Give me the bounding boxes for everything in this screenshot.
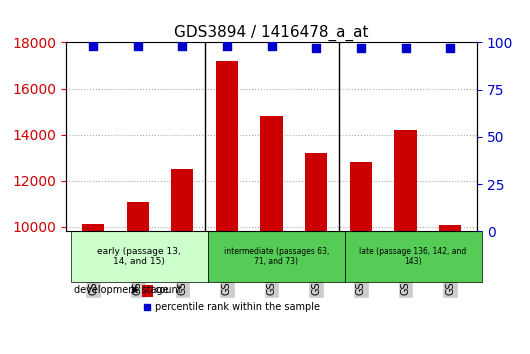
- FancyBboxPatch shape: [344, 231, 482, 281]
- Point: [401, 45, 410, 51]
- Bar: [439, 225, 462, 354]
- Title: GDS3894 / 1416478_a_at: GDS3894 / 1416478_a_at: [174, 25, 369, 41]
- Point: [89, 44, 98, 49]
- Bar: [305, 153, 328, 354]
- FancyBboxPatch shape: [71, 231, 208, 281]
- Text: development stage: development stage: [74, 285, 169, 295]
- Point: [267, 44, 276, 49]
- Bar: [171, 169, 193, 354]
- Text: percentile rank within the sample: percentile rank within the sample: [155, 302, 320, 312]
- Text: count: count: [155, 285, 182, 295]
- Point: [446, 45, 454, 51]
- Bar: [82, 224, 104, 354]
- Text: early (passage 13,
14, and 15): early (passage 13, 14, and 15): [98, 247, 181, 266]
- Point: [134, 44, 142, 49]
- Bar: [394, 130, 417, 354]
- Text: intermediate (passages 63,
71, and 73): intermediate (passages 63, 71, and 73): [224, 247, 329, 266]
- Bar: [127, 202, 149, 354]
- Bar: [142, 285, 153, 297]
- Bar: [216, 61, 238, 354]
- Point: [357, 45, 365, 51]
- FancyBboxPatch shape: [208, 231, 344, 281]
- Text: late (passage 136, 142, and
143): late (passage 136, 142, and 143): [359, 247, 467, 266]
- Bar: [260, 116, 283, 354]
- Bar: [350, 162, 372, 354]
- Point: [312, 45, 321, 51]
- Point: [223, 44, 231, 49]
- Point: [178, 44, 187, 49]
